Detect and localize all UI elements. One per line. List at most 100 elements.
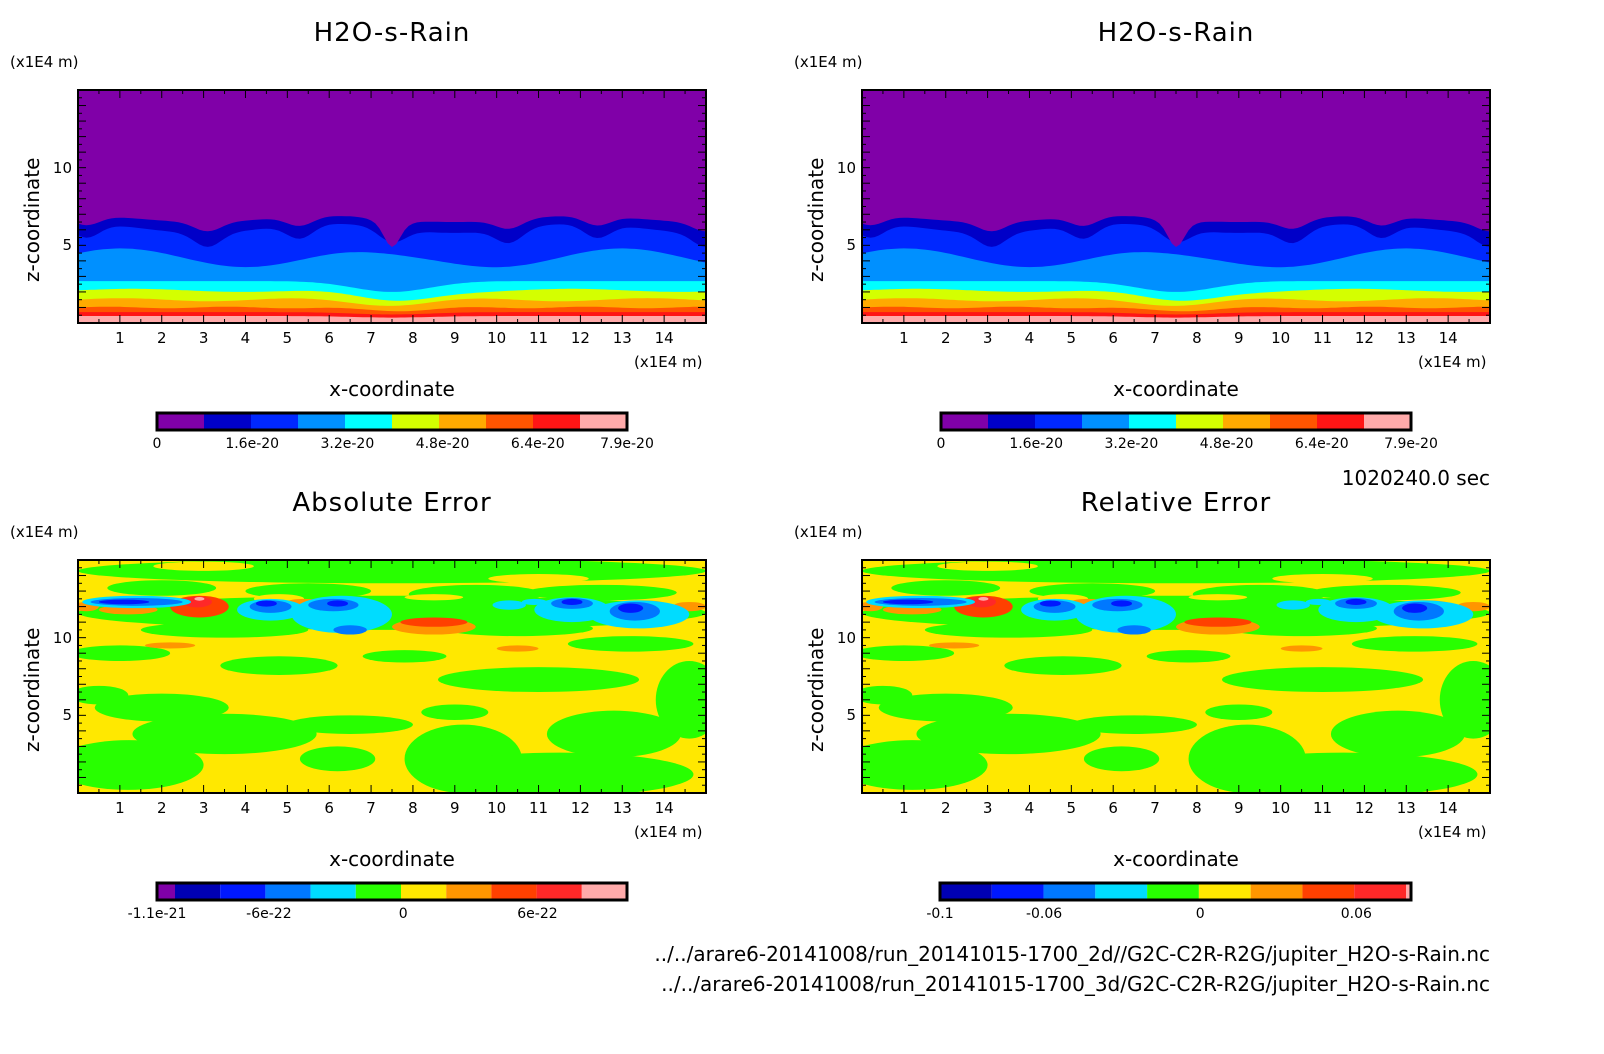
colorbar-label: 0 (152, 436, 162, 452)
x-tick-label: 13 (1396, 329, 1416, 347)
contour-region (862, 90, 1490, 247)
contour-region (132, 713, 317, 755)
x-tick-label: 6 (1108, 799, 1118, 817)
x-tick-label: 7 (366, 329, 376, 347)
colorbar-segment (220, 883, 266, 900)
x-tick-label: 8 (408, 329, 418, 347)
colorbar-label: 7.9e-20 (1384, 436, 1438, 452)
z-unit-label: (x1E4 m) (794, 53, 863, 71)
x-axis-label: x-coordinate (1113, 847, 1239, 871)
x-tick-label: 4 (1024, 329, 1035, 347)
x-tick-label: 6 (1108, 329, 1118, 347)
contour-region (327, 600, 349, 607)
colorbar-segment (1364, 413, 1411, 430)
colorbar (155, 881, 629, 902)
x-tick-label: 12 (1354, 799, 1374, 817)
contour-region (567, 636, 694, 652)
z-tick-label: 10 (836, 628, 856, 647)
contour-region (1345, 598, 1367, 606)
contour-region (1117, 625, 1151, 635)
colorbar-label: 0 (936, 436, 946, 452)
plot-title: H2O-s-Rain (1097, 18, 1255, 48)
x-tick-label: 10 (487, 799, 507, 817)
colorbar-label: -1.1e-21 (127, 906, 187, 922)
x-tick-label: 1 (115, 799, 125, 817)
colorbar-segment (491, 883, 537, 900)
colorbar-label: -0.06 (1025, 906, 1063, 922)
colorbar-segment (1317, 413, 1364, 430)
z-axis-label: z-coordinate (20, 157, 44, 282)
colorbar-segment (298, 413, 345, 430)
colorbar-label: 3.2e-20 (1104, 436, 1159, 452)
x-tick-label: 11 (528, 329, 549, 347)
colorbar-frame (939, 411, 1413, 432)
contour-plot (861, 89, 1491, 324)
z-tick-label: 10 (52, 628, 72, 647)
colorbar-segment (940, 883, 992, 900)
colorbar-label: -6e-22 (246, 906, 292, 922)
x-unit-label: (x1E4 m) (1418, 353, 1487, 371)
contour-region (1083, 746, 1160, 772)
x-tick-label: 5 (1066, 799, 1077, 817)
x-tick-label: 14 (1438, 799, 1458, 817)
contour-plot (861, 559, 1491, 794)
colorbar-frame (155, 411, 629, 432)
colorbar-segment (536, 883, 582, 900)
contour-region (1330, 710, 1465, 758)
contour-region (928, 642, 980, 649)
x-tick-label: 3 (982, 329, 993, 347)
contour-region (182, 596, 212, 608)
x-tick-label: 5 (282, 799, 293, 817)
contour-region (1309, 584, 1461, 601)
x-tick-label: 4 (240, 329, 251, 347)
x-axis-label: x-coordinate (329, 847, 455, 871)
colorbar (155, 411, 629, 432)
contour-region (978, 596, 989, 601)
contour-region (492, 600, 526, 610)
colorbar-segment (1035, 413, 1082, 430)
contour-region (966, 596, 996, 608)
contour-region (287, 715, 413, 734)
colorbar-label: 0 (398, 906, 408, 922)
colorbar-label: 3.2e-20 (320, 436, 375, 452)
colorbar-segment (1223, 413, 1270, 430)
x-tick-label: 10 (487, 329, 507, 347)
file-path-2d: ../../arare6-20141008/run_20141015-1700_… (654, 942, 1490, 966)
z-tick-label: 5 (846, 236, 856, 255)
contour-region (916, 713, 1101, 755)
x-unit-label: (x1E4 m) (634, 823, 703, 841)
contour-region (1184, 617, 1252, 627)
x-tick-label: 4 (240, 799, 251, 817)
x-tick-label: 13 (1396, 799, 1416, 817)
x-unit-label: (x1E4 m) (1418, 823, 1487, 841)
x-tick-label: 11 (528, 799, 549, 817)
x-tick-label: 5 (1066, 329, 1077, 347)
colorbar-segment (401, 883, 447, 900)
contour-region (655, 660, 706, 739)
contour-region (891, 580, 1001, 596)
x-tick-label: 10 (1271, 799, 1291, 817)
colorbar-segment (204, 413, 251, 430)
contour-region (220, 656, 338, 675)
contour-region (94, 693, 229, 722)
contour-region (78, 740, 204, 790)
contour-region (1071, 715, 1197, 734)
colorbar-segment (988, 413, 1035, 430)
contour-region (1226, 620, 1377, 637)
colorbar-segment (991, 883, 1044, 900)
colorbar-label: 4.8e-20 (1199, 436, 1254, 452)
colorbar-segment (580, 413, 627, 430)
colorbar-frame (155, 881, 629, 902)
x-axis-label: x-coordinate (329, 377, 455, 401)
x-tick-label: 8 (408, 799, 418, 817)
x-tick-label: 12 (570, 799, 590, 817)
contour-region (561, 598, 583, 606)
colorbar-segment (1147, 883, 1199, 900)
z-tick-label: 5 (62, 706, 72, 725)
contour-region (78, 685, 129, 705)
contour-region (882, 599, 934, 605)
colorbar-segment (345, 413, 392, 430)
colorbar-segment (1082, 413, 1129, 430)
colorbar-label: 6e-22 (517, 906, 558, 922)
z-axis-label: z-coordinate (20, 627, 44, 752)
